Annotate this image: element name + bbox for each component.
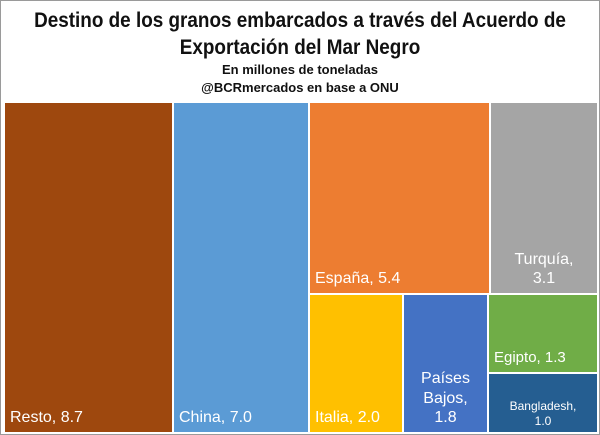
chart-subtitle: En millones de toneladas [221,62,379,77]
tile-label-paises-bajos-line-3: 1.8 [434,408,457,426]
chart-title: Destino de los granos embarcados a travé… [31,7,569,61]
tile-label-egipto: Egipto, 1.3 [494,349,566,366]
tile-label-paises-bajos-line-1: Países [421,370,470,388]
tile-china: China, 7.0 [173,102,309,433]
tile-label-espana: España, 5.4 [315,269,401,287]
tile-label-turquia-line-2: 3.1 [532,269,556,287]
chart-title-line-2: Exportación del Mar Negro [179,36,421,59]
tile-label-bangladesh-line-2: 1.0 [534,413,552,428]
tile-egipto: Egipto, 1.3 [488,294,598,373]
tile-label-italia: Italia, 2.0 [315,408,380,426]
tile-label-resto: Resto, 8.7 [10,408,83,426]
tile-label-china: China, 7.0 [179,408,252,426]
tile-turquia: Turquía, 3.1 [490,102,598,294]
tile-label-turquia-line-1: Turquía, [514,250,574,268]
chart-source: @BCRmercados en base a ONU [201,80,399,95]
tile-paises-bajos: Países Bajos, 1.8 [403,294,488,433]
tile-label-paises-bajos-line-2: Bajos, [423,389,468,407]
tile-label-paises-bajos: Países Bajos, 1.8 [404,369,487,427]
chart-title-line-1: Destino de los granos embarcados a travé… [34,9,566,32]
tile-label-turquia: Turquía, 3.1 [491,250,597,288]
tile-italia: Italia, 2.0 [309,294,403,433]
tile-label-bangladesh-line-1: Bangladesh, [509,399,577,414]
tile-label-bangladesh: Bangladesh, 1.0 [489,399,597,428]
tile-resto: Resto, 8.7 [4,102,173,433]
tile-bangladesh: Bangladesh, 1.0 [488,373,598,433]
tile-espana: España, 5.4 [309,102,490,294]
